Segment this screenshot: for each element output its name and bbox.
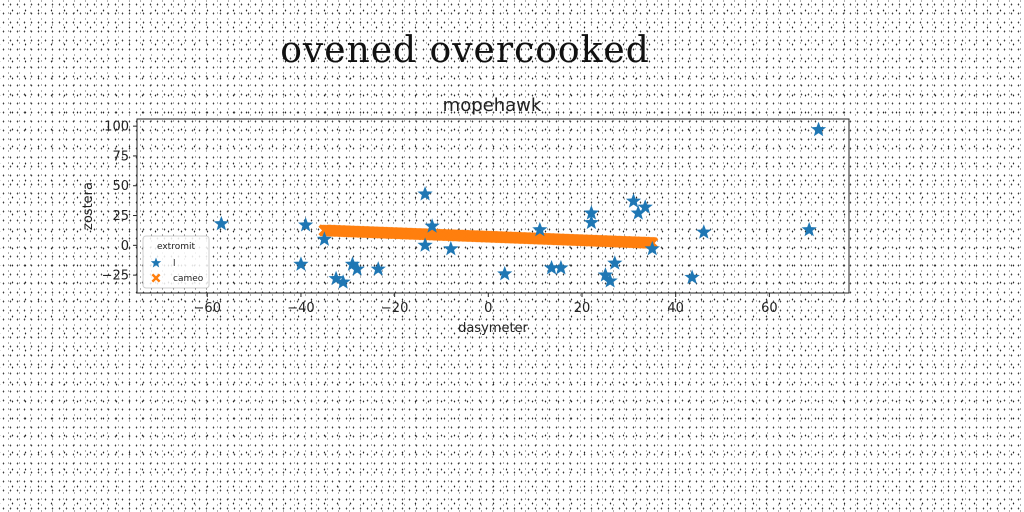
legend: extromit l cameo xyxy=(143,236,209,288)
l-point xyxy=(497,266,512,280)
y-tick-label: −25 xyxy=(102,269,129,284)
x-tick-label: −60 xyxy=(194,301,221,316)
x-tick-label: −40 xyxy=(287,301,314,316)
x-tick-label: −20 xyxy=(381,301,408,316)
l-point xyxy=(417,186,432,200)
legend-title: extromit xyxy=(157,242,196,252)
y-tick-label: 50 xyxy=(112,179,129,194)
l-point xyxy=(214,216,229,230)
l-point xyxy=(684,270,699,284)
l-point xyxy=(371,261,386,275)
l-point xyxy=(293,256,308,270)
l-point xyxy=(607,255,622,269)
x-tick-label: 20 xyxy=(574,301,591,316)
y-axis-label: zostera xyxy=(81,182,96,230)
l-point xyxy=(298,217,313,231)
y-tick-label: 100 xyxy=(104,120,129,135)
l-point xyxy=(802,222,817,236)
l-point xyxy=(811,122,826,136)
l-point xyxy=(696,224,711,238)
y-tick-label: 0 xyxy=(121,239,129,254)
l-point xyxy=(443,241,458,255)
y-tick-label: 25 xyxy=(112,209,129,224)
x-tick-label: 0 xyxy=(484,301,492,316)
y-tick-label: 75 xyxy=(112,149,129,164)
x-tick-label: 40 xyxy=(667,301,684,316)
x-axis-label: dasymeter xyxy=(458,321,528,336)
l-point xyxy=(584,215,599,229)
legend-label-cameo: cameo xyxy=(173,274,204,284)
series-layer xyxy=(214,122,826,289)
x-tick-label: 60 xyxy=(761,301,778,316)
y-axis: −25 0 25 50 75 100 xyxy=(102,120,137,284)
x-axis: −60 −40 −20 0 20 40 60 xyxy=(194,293,778,316)
plot-frame xyxy=(137,119,849,293)
chart-title: mopehawk xyxy=(443,95,542,116)
legend-label-l: l xyxy=(173,259,176,269)
